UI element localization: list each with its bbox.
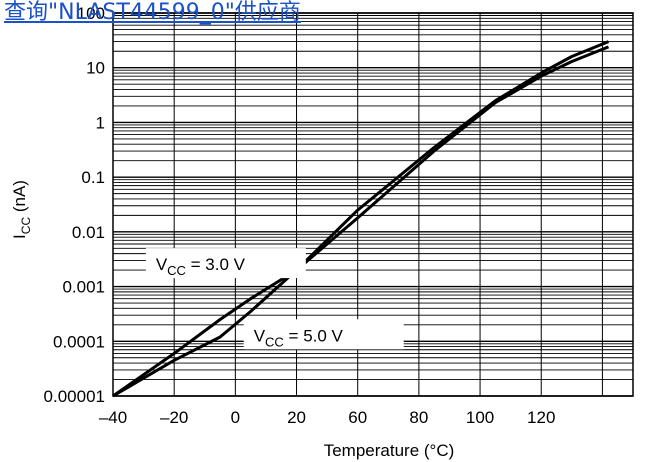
x-tick-label: –40 — [99, 408, 127, 427]
x-tick-label: 80 — [409, 408, 428, 427]
y-tick-label: 10 — [86, 59, 105, 78]
x-tick-label: 120 — [527, 408, 555, 427]
series-line-2 — [112, 45, 610, 398]
x-tick-label: 0 — [231, 408, 240, 427]
x-tick-label: 20 — [287, 408, 306, 427]
x-tick-label: –20 — [160, 408, 188, 427]
y-tick-label: 0.00001 — [44, 387, 105, 406]
x-axis-label: Temperature (°C) — [324, 441, 455, 460]
annotation-label: VCC = 3.0 V — [156, 255, 246, 278]
y-axis-label: ICC (nA) — [10, 180, 33, 239]
series-line-1 — [112, 40, 610, 398]
x-tick-label: 60 — [348, 408, 367, 427]
x-tick-label: 100 — [466, 408, 494, 427]
annotation-2: VCC = 5.0 V — [243, 319, 404, 350]
y-tick-label: 0.1 — [81, 168, 105, 187]
annotation-background — [243, 319, 404, 350]
y-tick-label: 0.001 — [62, 278, 105, 297]
annotation-background — [145, 248, 306, 279]
y-tick-label: 100 — [77, 4, 105, 23]
y-tick-label: 0.01 — [72, 223, 105, 242]
annotation-1: VCC = 3.0 V — [145, 248, 306, 279]
y-tick-label: 0.0001 — [53, 332, 105, 351]
annotation-label: VCC = 5.0 V — [254, 326, 344, 349]
supplier-query-link[interactable]: 查询"NLAST44599_0"供应商 — [4, 0, 301, 25]
grid — [112, 12, 633, 397]
y-tick-label: 1 — [96, 113, 105, 132]
plot-frame — [112, 12, 634, 397]
